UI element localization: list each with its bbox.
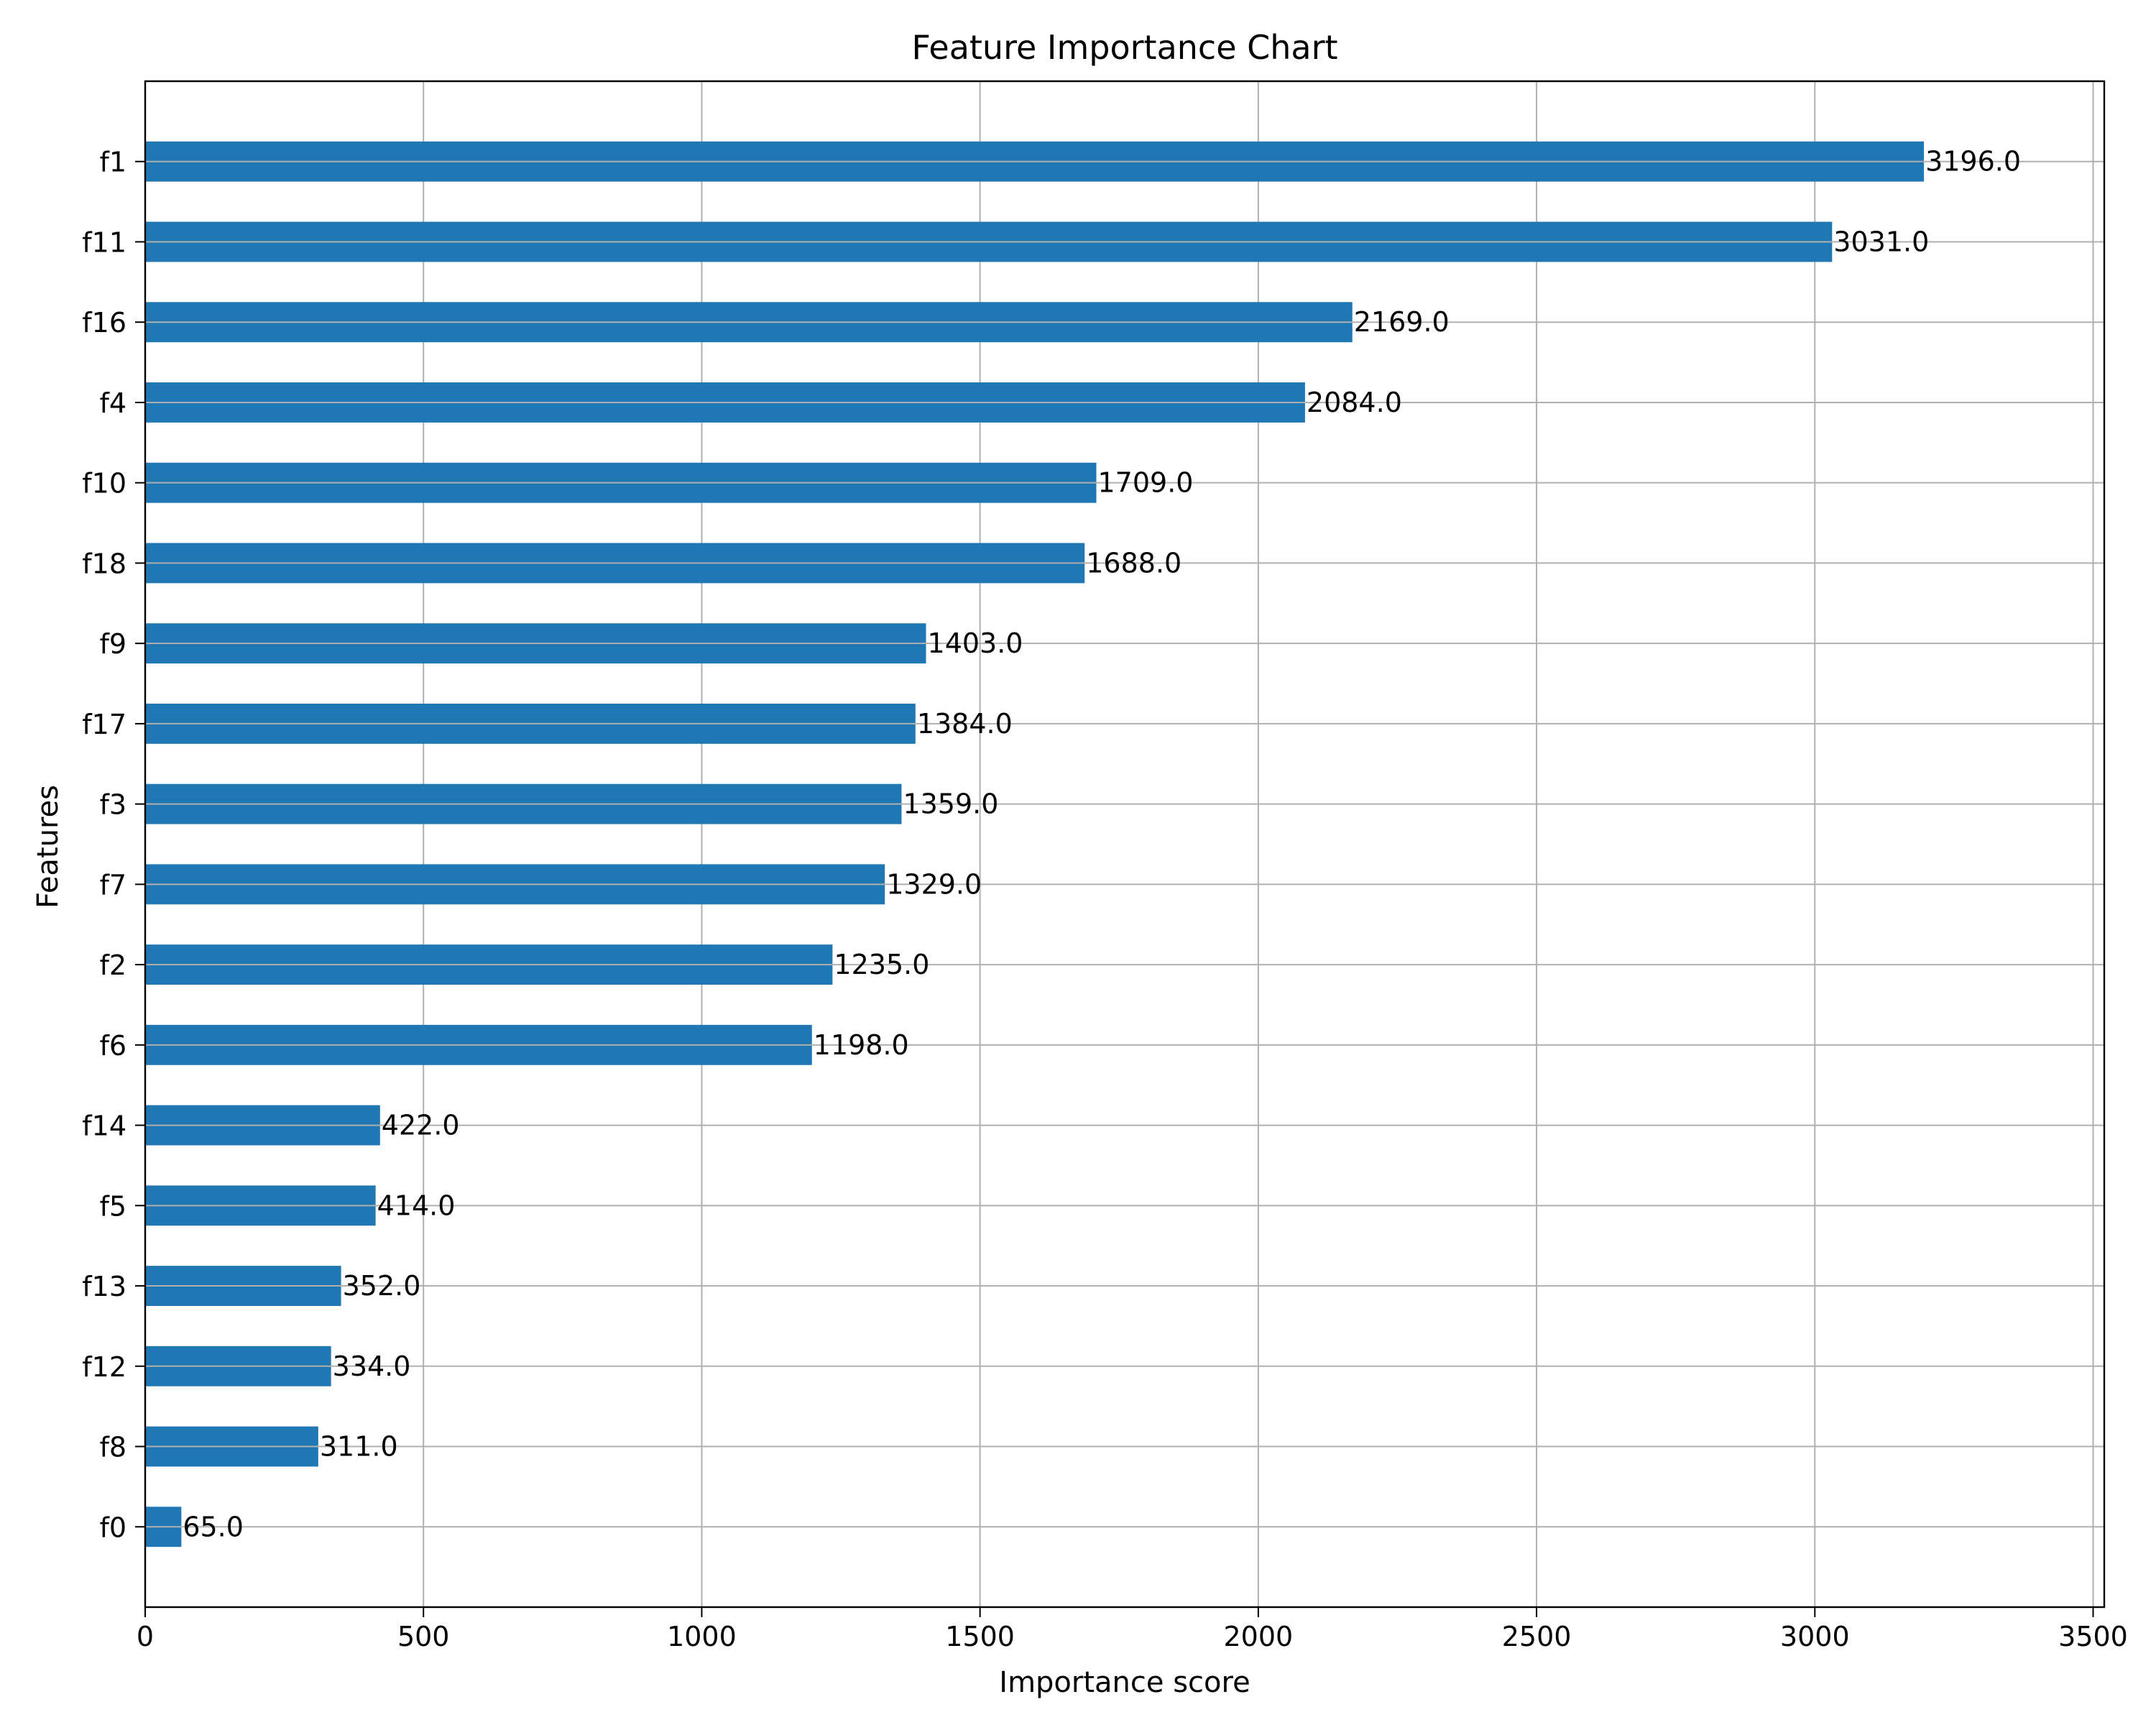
value-label-f9: 1403.0 [928,627,1023,659]
y-tick-label-f13: f13 [82,1271,126,1302]
value-label-f14: 422.0 [382,1110,460,1141]
value-label-f1: 3196.0 [1925,146,2021,178]
value-label-f12: 334.0 [333,1351,411,1382]
x-axis-ticks: 0 500 1000 1500 2000 2500 3000 3500 [137,1607,2128,1652]
value-label-f0: 65.0 [183,1511,244,1542]
y-tick-label-f17: f17 [82,709,126,740]
y-tick-label-f12: f12 [82,1351,126,1383]
y-tick-label-f10: f10 [82,468,126,500]
x-tick-label: 0 [137,1621,154,1652]
value-label-f11: 3031.0 [1833,226,1929,257]
x-tick-label: 1000 [667,1621,737,1652]
horizontal-grid-lines [145,160,2104,1528]
value-label-f4: 2084.0 [1307,387,1402,418]
y-tick-label-f7: f7 [99,869,126,901]
value-label-f17: 1384.0 [917,708,1013,740]
value-labels: 3196.0 3031.0 2169.0 2084.0 1709.0 1688.0 1403… [183,146,2021,1543]
value-label-f3: 1359.0 [903,788,998,820]
value-label-f8: 311.0 [320,1431,398,1463]
chart-title: Feature Importance Chart [911,28,1337,67]
y-axis-ticks: f1 f11 f16 f4 f10 f18 f9 f17 f3 f7 f2 f6 f14 f5 f13 f12… [82,147,145,1543]
y-tick-label-f8: f8 [99,1432,126,1463]
x-tick-label: 2500 [1502,1621,1572,1652]
value-label-f13: 352.0 [343,1270,421,1302]
value-label-f7: 1329.0 [886,868,982,900]
value-label-f10: 1709.0 [1098,467,1194,499]
y-tick-label-f5: f5 [99,1190,126,1222]
x-axis-label: Importance score [999,1666,1250,1699]
y-tick-label-f6: f6 [99,1030,126,1062]
y-tick-label-f2: f2 [99,949,126,981]
plot-frame [144,80,2106,1609]
x-tick-label: 2000 [1224,1621,1294,1652]
value-label-f16: 2169.0 [1354,306,1450,338]
x-tick-label: 500 [397,1621,450,1652]
x-tick-label: 1500 [945,1621,1015,1652]
y-tick-label-f4: f4 [99,387,126,419]
y-tick-label-f18: f18 [82,548,126,579]
y-tick-label-f11: f11 [82,226,126,258]
y-tick-label-f0: f0 [99,1512,126,1543]
x-tick-label: 3000 [1780,1621,1850,1652]
value-label-f5: 414.0 [377,1190,456,1221]
y-tick-label-f3: f3 [99,789,126,821]
value-label-f6: 1198.0 [814,1029,909,1061]
x-tick-label: 3500 [2058,1621,2128,1652]
y-tick-label-f14: f14 [82,1110,126,1142]
value-label-f2: 1235.0 [834,949,929,980]
y-tick-label-f1: f1 [99,147,126,178]
y-tick-label-f16: f16 [82,307,126,339]
y-axis-label: Features [32,785,65,908]
y-tick-label-f9: f9 [99,628,126,660]
value-label-f18: 1688.0 [1086,547,1181,579]
